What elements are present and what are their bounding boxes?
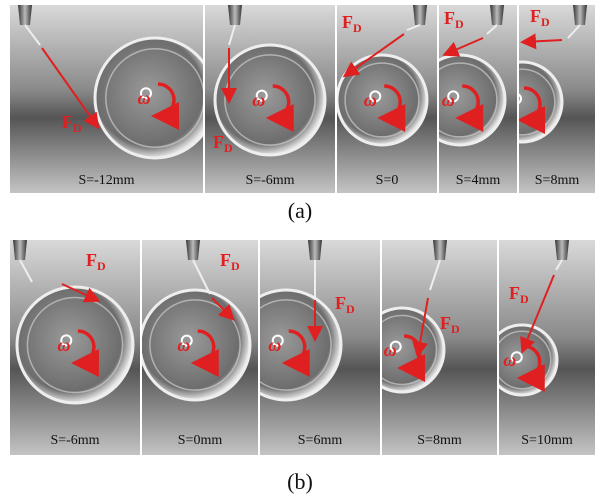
photo-frame: ω: [10, 5, 215, 193]
frame-caption: S=-12mm: [78, 173, 134, 188]
needle-holder: [490, 5, 504, 25]
force-symbol: F: [213, 132, 224, 152]
force-subscript: D: [541, 15, 550, 29]
omega-label: ω: [137, 88, 150, 108]
force-subscript: D: [455, 17, 464, 31]
omega-label: ω: [503, 350, 516, 370]
omega-label: ω: [364, 90, 377, 110]
droplet: [140, 290, 250, 400]
droplet: [215, 45, 325, 155]
force-symbol: F: [335, 293, 346, 313]
needle-holder: [555, 240, 569, 260]
omega-label: ω: [252, 90, 265, 110]
omega-label: ω: [384, 340, 397, 360]
frame-caption: S=-6mm: [50, 433, 99, 448]
needle-holder: [433, 240, 447, 260]
frame-caption: S=8mm: [535, 173, 580, 188]
frame-caption: S=10mm: [521, 433, 573, 448]
needle-holder: [13, 240, 27, 260]
force-subscript: D: [353, 21, 362, 35]
omega-label: ω: [442, 90, 455, 110]
needle-holder: [308, 240, 322, 260]
force-subscript: D: [346, 302, 355, 316]
photo-frame: ω: [360, 240, 497, 455]
panel-label: (a): [288, 198, 312, 223]
panel-label: (b): [287, 469, 313, 494]
needle-holder: [186, 240, 200, 260]
needle-holder: [18, 5, 32, 25]
frame-caption: S=-6mm: [245, 173, 294, 188]
omega-label: ω: [268, 335, 281, 355]
force-symbol: F: [220, 250, 231, 270]
photo-frame: ω: [10, 240, 140, 455]
frame-caption: S=6mm: [298, 433, 343, 448]
force-subscript: D: [231, 259, 240, 273]
needle-holder: [413, 5, 427, 25]
force-symbol: F: [62, 112, 73, 132]
photo-frame: ω: [140, 240, 258, 455]
omega-label: ω: [57, 335, 70, 355]
needle-holder: [573, 5, 587, 25]
photo-frame: ω: [205, 5, 335, 193]
figure: ωFDS=-12mmωFDS=-6mmωFDS=0ωFDS=4mmωFDS=8m…: [0, 0, 600, 500]
frame-caption: S=0mm: [178, 433, 223, 448]
photo-frame: ω: [337, 5, 437, 193]
frame-caption: S=8mm: [417, 433, 462, 448]
frame-caption: S=0: [376, 173, 399, 188]
droplet: [337, 55, 427, 145]
needle-holder: [228, 5, 242, 25]
force-subscript: D: [520, 292, 529, 306]
force-subscript: D: [97, 259, 106, 273]
force-symbol: F: [342, 12, 353, 32]
force-symbol: F: [530, 6, 541, 26]
force-symbol: F: [444, 8, 455, 28]
photo-frame: ω: [487, 240, 595, 455]
droplet: [95, 38, 215, 158]
droplet: [17, 287, 133, 403]
force-symbol: F: [509, 283, 520, 303]
omega-label: ω: [177, 335, 190, 355]
force-subscript: D: [451, 322, 460, 336]
force-symbol: F: [440, 313, 451, 333]
force-symbol: F: [86, 250, 97, 270]
force-subscript: D: [73, 121, 82, 135]
frame-caption: S=4mm: [456, 173, 501, 188]
force-subscript: D: [224, 141, 233, 155]
